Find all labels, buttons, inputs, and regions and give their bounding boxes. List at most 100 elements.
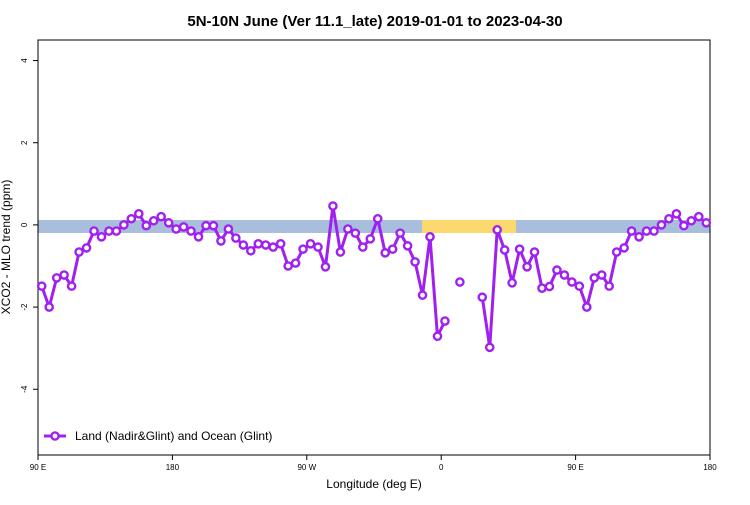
point	[148, 215, 159, 226]
point	[66, 281, 77, 291]
x-tick-label: 180	[703, 463, 717, 472]
x-tick-label: 180	[166, 463, 180, 472]
point	[649, 226, 659, 236]
point	[656, 220, 667, 230]
point	[671, 209, 682, 219]
point	[492, 225, 503, 235]
point	[552, 265, 562, 275]
chart-title: 5N-10N June (Ver 11.1_late) 2019-01-01 t…	[187, 13, 562, 30]
point	[44, 302, 55, 312]
point	[298, 244, 308, 254]
point	[171, 224, 181, 234]
point	[641, 226, 652, 236]
point	[216, 236, 226, 246]
point	[499, 245, 510, 255]
point	[402, 241, 413, 251]
point	[89, 226, 99, 236]
point	[567, 277, 577, 287]
x-tick-label: 90 E	[30, 463, 46, 472]
point	[156, 211, 166, 222]
point	[328, 201, 338, 211]
point	[537, 283, 547, 293]
point	[589, 273, 600, 283]
point	[275, 239, 286, 249]
point	[81, 243, 92, 253]
point	[36, 281, 47, 291]
point	[74, 247, 84, 257]
point	[59, 270, 69, 280]
point	[425, 232, 435, 242]
point	[313, 242, 323, 252]
point	[260, 240, 271, 250]
point	[664, 213, 674, 224]
point	[253, 239, 264, 249]
point	[111, 226, 122, 236]
y-tick-label: -2	[20, 303, 29, 311]
point	[163, 218, 174, 228]
point	[477, 292, 488, 303]
point	[574, 281, 585, 291]
x-tick-label: 0	[439, 463, 444, 472]
y-tick-label: 0	[20, 222, 29, 227]
point	[395, 228, 405, 238]
point	[335, 247, 346, 257]
y-tick-label: -4	[20, 385, 29, 393]
plot-frame	[37, 39, 711, 456]
legend-marker	[50, 431, 60, 441]
legend: Land (Nadir&Glint) and Ocean (Glint)	[44, 429, 272, 443]
point	[357, 242, 368, 252]
y-tick-label: 4	[20, 58, 29, 63]
point	[604, 281, 615, 291]
point	[626, 226, 637, 236]
point	[186, 226, 196, 236]
point	[619, 243, 629, 253]
x-tick-label: 90 W	[297, 463, 316, 472]
x-tick-label: 90 E	[567, 463, 583, 472]
point	[544, 281, 555, 292]
point	[283, 261, 293, 271]
point	[231, 233, 241, 243]
y-axis-label: XCO2 - MLO trend (ppm)	[0, 180, 13, 315]
point	[694, 211, 704, 222]
point	[305, 239, 316, 249]
point	[387, 244, 398, 254]
point	[484, 342, 495, 353]
point	[440, 316, 450, 326]
point	[559, 270, 570, 280]
point	[455, 277, 465, 287]
point	[193, 232, 204, 242]
point	[238, 240, 249, 250]
point	[126, 213, 137, 224]
point	[380, 248, 391, 258]
point	[290, 258, 301, 268]
point	[201, 220, 211, 231]
y-tick-label: 2	[20, 140, 29, 145]
legend-label: Land (Nadir&Glint) and Ocean (Glint)	[75, 429, 272, 443]
x-axis-label: Longitude (deg E)	[326, 477, 421, 491]
point	[178, 222, 189, 232]
point	[245, 245, 256, 256]
point	[634, 232, 644, 242]
land-band	[422, 220, 516, 233]
point	[582, 302, 592, 312]
point	[701, 218, 712, 228]
point	[507, 278, 517, 288]
point	[96, 232, 107, 242]
point	[529, 247, 540, 257]
point	[432, 331, 443, 342]
point	[522, 262, 532, 272]
point	[514, 244, 525, 254]
point	[208, 220, 219, 231]
point	[119, 220, 129, 230]
point	[141, 220, 152, 231]
point	[410, 257, 420, 267]
point	[417, 290, 428, 300]
point	[223, 224, 234, 234]
point	[268, 242, 279, 252]
point	[596, 270, 607, 280]
point	[133, 209, 144, 219]
point	[350, 228, 361, 238]
point	[320, 262, 331, 272]
